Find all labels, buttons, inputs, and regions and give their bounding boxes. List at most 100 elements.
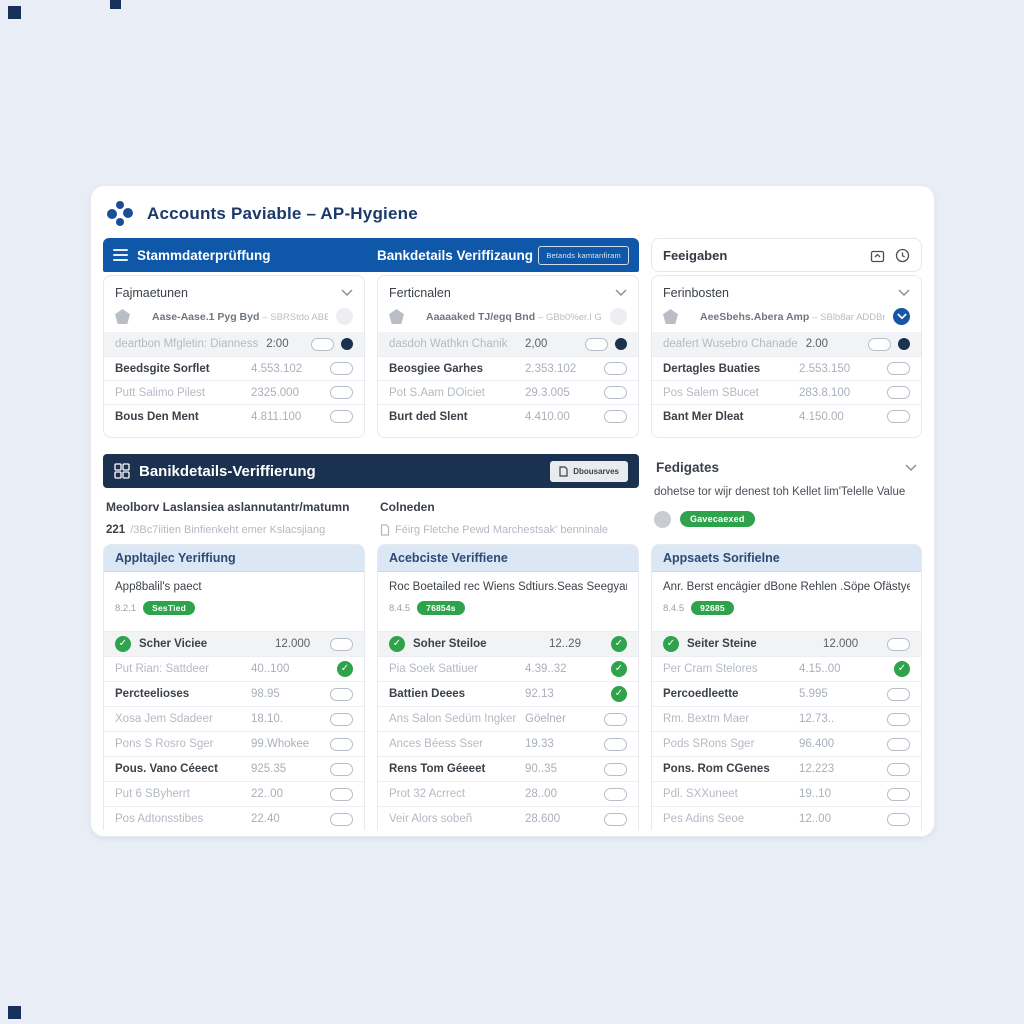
toggle-switch[interactable] <box>330 362 353 375</box>
row-label: Bant Mer Dleat <box>663 410 744 423</box>
toggle-switch[interactable] <box>887 762 910 776</box>
vendor-dropdown[interactable]: Ferticnalen <box>378 276 638 307</box>
toggle-switch[interactable] <box>887 362 910 375</box>
toggle-switch[interactable] <box>887 812 910 826</box>
vendor-row: AeeSbehs.Abera Amp – SBlb8ar ADDBr'Tr <box>652 307 921 332</box>
row-value: 283.8.100 <box>799 386 851 399</box>
row-label: Seiter Steine <box>687 638 757 650</box>
toggle-switch[interactable] <box>330 812 353 826</box>
row-control <box>604 362 627 375</box>
status-badge: 76854s <box>417 601 465 615</box>
row-control <box>604 737 627 751</box>
table-row: Pous. Vano Céeect 925.35 <box>104 756 364 781</box>
toggle-switch[interactable] <box>330 737 353 751</box>
toggle-switch[interactable] <box>868 337 891 351</box>
row-control <box>330 362 353 375</box>
toggle-switch[interactable] <box>330 637 353 651</box>
chevron-down-icon[interactable] <box>341 289 353 297</box>
toggle-switch[interactable] <box>330 787 353 801</box>
toggle-switch[interactable] <box>887 386 910 399</box>
decor-square <box>8 6 21 19</box>
toggle-switch[interactable] <box>604 362 627 375</box>
vendor-subtext: – GBb0%er.I Gbbr Cr <box>538 311 602 323</box>
toggle-switch[interactable] <box>330 712 353 726</box>
toggle-switch[interactable] <box>330 386 353 399</box>
toggle-switch[interactable] <box>604 386 627 399</box>
row-control <box>330 410 353 423</box>
row-label: Pes Adins Seoe <box>663 813 745 825</box>
row-value: 19.33 <box>525 738 554 750</box>
approved-check-icon: ✓ <box>611 636 627 652</box>
bank-info-middle: Colneden Féirg Fletche Pewd Marchestsak'… <box>377 488 639 540</box>
toggle-switch[interactable] <box>585 337 608 351</box>
status-circle-icon[interactable] <box>610 308 627 325</box>
toggle-switch[interactable] <box>887 687 910 701</box>
toggle-switch[interactable] <box>887 712 910 726</box>
vendor-dropdown[interactable]: Ferinbosten <box>652 276 921 307</box>
info-stats: 221 /3Bc7iitien Binfienkeht emer Kslacsj… <box>106 524 326 536</box>
info-title: Colneden <box>380 500 435 514</box>
toggle-switch[interactable] <box>604 410 627 423</box>
approved-check-icon: ✓ <box>663 636 679 652</box>
toggle-switch[interactable] <box>330 410 353 423</box>
row-label: Veir Alors sobeñ <box>389 813 473 825</box>
toggle-switch[interactable] <box>330 687 353 701</box>
chevron-down-icon[interactable] <box>898 289 910 297</box>
documents-button[interactable]: Dbousarves <box>550 460 628 482</box>
row-value: 22.40 <box>251 813 280 825</box>
table-row: deartbon Mfgletin: Dianness 2:00 <box>104 332 364 356</box>
toggle-switch[interactable] <box>604 762 627 776</box>
toggle-switch[interactable] <box>887 787 910 801</box>
row-value: 12..00 <box>799 813 831 825</box>
verification-subtitle: Roc Boetailed rec Wiens Sdtiurs.Seas See… <box>389 581 627 593</box>
row-value: 19..10 <box>799 788 831 800</box>
app-header: Accounts Paviable – AP-Hygiene <box>103 196 922 238</box>
row-control <box>604 712 627 726</box>
table-row: Per Cram Stelores 4.15..00 ✓ <box>652 656 921 681</box>
toggle-switch[interactable] <box>311 337 334 351</box>
toggle-switch[interactable] <box>604 737 627 751</box>
toggle-switch[interactable] <box>887 637 910 651</box>
toggle-switch[interactable] <box>887 737 910 751</box>
menu-icon[interactable] <box>113 246 128 264</box>
vendor-subtext: – SBlb8ar ADDBr'Tr <box>812 311 885 323</box>
row-label: Beedsgite Sorflet <box>115 362 210 375</box>
vendor-row: Aase-Aase.1 Pyg Byd – SBRStdo ABBbr Gr <box>104 307 364 332</box>
status-dot-icon <box>898 338 910 350</box>
clock-icon[interactable] <box>895 248 910 263</box>
row-label: Bous Den Ment <box>115 410 199 423</box>
row-label: Prot 32 Acrrect <box>389 788 466 800</box>
export-icon[interactable] <box>870 248 885 263</box>
toggle-switch[interactable] <box>604 812 627 826</box>
table-row: ✓ Seiter Steine 12.000 <box>652 631 921 656</box>
toggle-switch[interactable] <box>887 410 910 423</box>
toggle-switch[interactable] <box>330 762 353 776</box>
vendor-subtext: – SBRStdo ABBbr Gr <box>262 311 328 323</box>
vendor-dropdown[interactable]: Fajmaetunen <box>104 276 364 307</box>
row-value: 12.000 <box>275 638 311 650</box>
row-control <box>887 687 910 701</box>
row-control <box>311 337 353 351</box>
expand-circle-icon[interactable] <box>893 308 910 325</box>
toggle-switch[interactable] <box>604 712 627 726</box>
toggle-switch[interactable] <box>604 787 627 801</box>
chevron-down-icon[interactable] <box>615 289 627 297</box>
approved-check-icon: ✓ <box>115 636 131 652</box>
shield-icon <box>663 309 678 324</box>
row-control <box>604 787 627 801</box>
row-status: ✓ <box>663 636 687 652</box>
row-control <box>868 337 910 351</box>
row-control <box>604 812 627 826</box>
toolbar-title-left: Stammdaterprüffung <box>137 247 271 263</box>
row-control <box>887 737 910 751</box>
status-circle-icon[interactable] <box>336 308 353 325</box>
verification-subtitle: App8balil's paect <box>115 581 202 593</box>
chevron-down-icon[interactable] <box>905 463 917 472</box>
table-row: Prot 32 Acrrect 28..00 <box>378 781 638 806</box>
toolbar-action-button[interactable]: Betands kamtanfiram <box>538 245 629 265</box>
vendor-panel: Fajmaetunen Aase-Aase.1 Pyg Byd – SBRStdo… <box>103 275 365 438</box>
row-control: ✓ <box>611 661 627 677</box>
approvals-section: Fedigates dohetse tor wijr denest toh Ke… <box>651 454 922 540</box>
table-row: Percteelioses 98.95 <box>104 681 364 706</box>
table-row: Veir Alors sobeñ 28.600 <box>378 806 638 830</box>
